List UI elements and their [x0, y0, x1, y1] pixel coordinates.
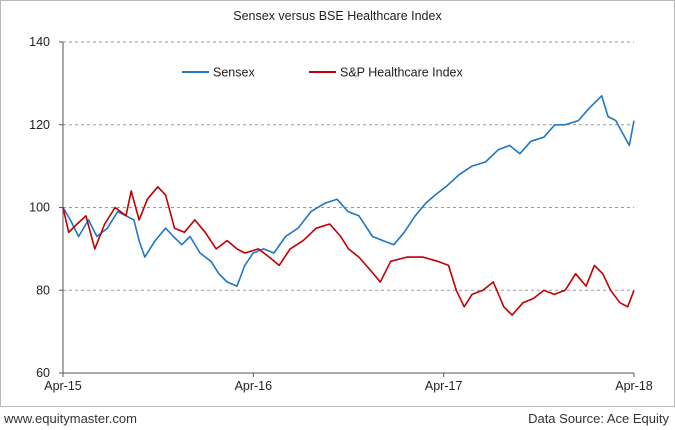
legend-label-healthcare: S&P Healthcare Index — [340, 66, 464, 80]
gridlines — [63, 41, 634, 291]
website-label: www.equitymaster.com — [4, 411, 137, 426]
series-line-sensex — [62, 95, 635, 287]
line-chart: 60 80 100 120 140 Apr-15 Apr-16 Apr-17 Apr-18 S… — [29, 35, 653, 393]
y-tick-label-100: 100 — [29, 201, 50, 215]
x-tick-label-Apr-18: Apr-18 — [615, 379, 653, 393]
series-line-healthcare — [62, 186, 635, 316]
y-tick-label-80: 80 — [36, 283, 50, 297]
chart-title: Sensex versus BSE Healthcare Index — [233, 9, 442, 23]
x-tick-labels: Apr-15 Apr-16 Apr-17 Apr-18 — [44, 373, 653, 393]
chart-frame — [0, 0, 675, 407]
y-tick-label-60: 60 — [36, 366, 50, 380]
y-tick-label-140: 140 — [29, 35, 50, 49]
legend: Sensex S&P Healthcare Index — [182, 66, 464, 80]
x-tick-label-Apr-16: Apr-16 — [235, 379, 273, 393]
series-lines — [62, 95, 635, 316]
y-tick-label-120: 120 — [29, 118, 50, 132]
x-tick-label-Apr-15: Apr-15 — [44, 379, 82, 393]
x-tick-label-Apr-17: Apr-17 — [425, 379, 463, 393]
legend-label-sensex: Sensex — [213, 66, 255, 80]
data-source-label: Data Source: Ace Equity — [528, 411, 669, 426]
y-tick-labels: 60 80 100 120 140 — [29, 35, 63, 380]
